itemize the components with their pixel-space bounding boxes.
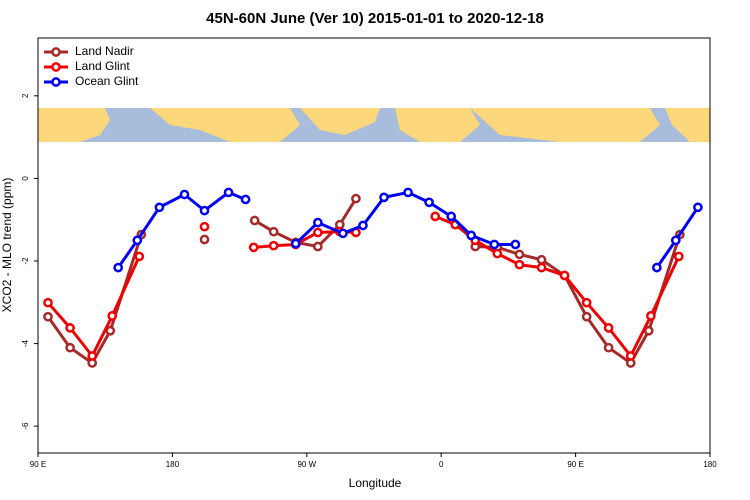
data-point xyxy=(403,187,413,198)
data-point xyxy=(536,254,547,265)
data-point xyxy=(268,226,279,237)
data-point xyxy=(87,351,98,361)
data-point xyxy=(249,215,260,226)
data-point xyxy=(313,241,323,252)
legend-label: Land Nadir xyxy=(75,44,134,58)
map-band xyxy=(38,108,710,142)
data-point xyxy=(199,234,210,245)
data-point xyxy=(338,228,348,239)
data-point xyxy=(113,262,124,273)
data-point xyxy=(643,325,654,336)
data-point xyxy=(179,189,190,200)
x-tick-label: 90 E xyxy=(567,460,583,469)
data-point xyxy=(670,235,681,246)
legend-marker xyxy=(51,77,61,87)
y-tick-label: -2 xyxy=(21,257,30,265)
data-point xyxy=(132,235,143,246)
legend-label: Ocean Glint xyxy=(75,74,139,88)
land xyxy=(665,108,710,142)
data-point xyxy=(43,311,53,322)
data-point xyxy=(559,270,570,281)
data-point xyxy=(430,211,441,222)
data-point xyxy=(673,251,684,262)
data-point xyxy=(446,211,457,222)
data-point xyxy=(466,230,477,241)
data-point xyxy=(646,311,656,321)
data-point xyxy=(536,262,547,273)
x-tick-label: 180 xyxy=(703,460,717,469)
y-tick-label: -4 xyxy=(21,339,30,347)
data-point xyxy=(492,248,503,259)
y-axis-label: XCO2 - MLO trend (ppm) xyxy=(0,178,14,313)
plot-frame xyxy=(37,37,711,454)
legend-marker xyxy=(51,62,61,72)
x-tick-label: 180 xyxy=(166,460,180,469)
data-point xyxy=(199,221,210,232)
x-tick-label: 0 xyxy=(439,460,444,469)
data-point xyxy=(358,220,368,231)
y-tick-label: 2 xyxy=(21,93,30,98)
data-point xyxy=(268,240,279,251)
data-point xyxy=(240,194,251,205)
data-point xyxy=(424,197,434,208)
legend-label: Land Glint xyxy=(75,59,130,73)
x-tick-label: 90 W xyxy=(297,460,316,469)
data-point xyxy=(351,193,361,204)
data-point xyxy=(581,297,592,308)
data-point xyxy=(290,238,301,249)
land xyxy=(470,108,660,142)
data-point xyxy=(43,297,53,308)
data-point xyxy=(603,323,614,333)
data-point xyxy=(65,323,75,333)
data-point xyxy=(313,227,323,238)
data-point xyxy=(107,311,118,321)
data-point xyxy=(65,342,75,353)
data-point xyxy=(581,311,592,322)
land xyxy=(38,108,110,142)
land xyxy=(395,108,480,142)
data-point xyxy=(379,192,389,203)
data-point xyxy=(154,202,165,213)
land xyxy=(150,108,300,142)
data-point xyxy=(693,202,703,213)
data-point xyxy=(313,217,323,228)
y-tick-label: 0 xyxy=(21,176,30,181)
data-point xyxy=(514,259,525,270)
data-point xyxy=(199,205,210,216)
y-tick-label: -6 xyxy=(21,422,30,430)
land xyxy=(300,108,380,135)
chart-title: 45N-60N June (Ver 10) 2015-01-01 to 2020… xyxy=(206,10,544,27)
data-point xyxy=(248,242,259,253)
data-point xyxy=(223,187,234,198)
data-point xyxy=(651,262,662,273)
data-point xyxy=(134,251,145,262)
data-point xyxy=(105,325,116,336)
data-point xyxy=(625,351,636,361)
data-point xyxy=(510,239,521,250)
data-point xyxy=(603,342,614,353)
legend-marker xyxy=(51,47,61,57)
x-axis-label: Longitude xyxy=(349,476,402,490)
data-point xyxy=(489,239,500,250)
data-point xyxy=(514,249,525,260)
x-tick-label: 90 E xyxy=(30,460,46,469)
